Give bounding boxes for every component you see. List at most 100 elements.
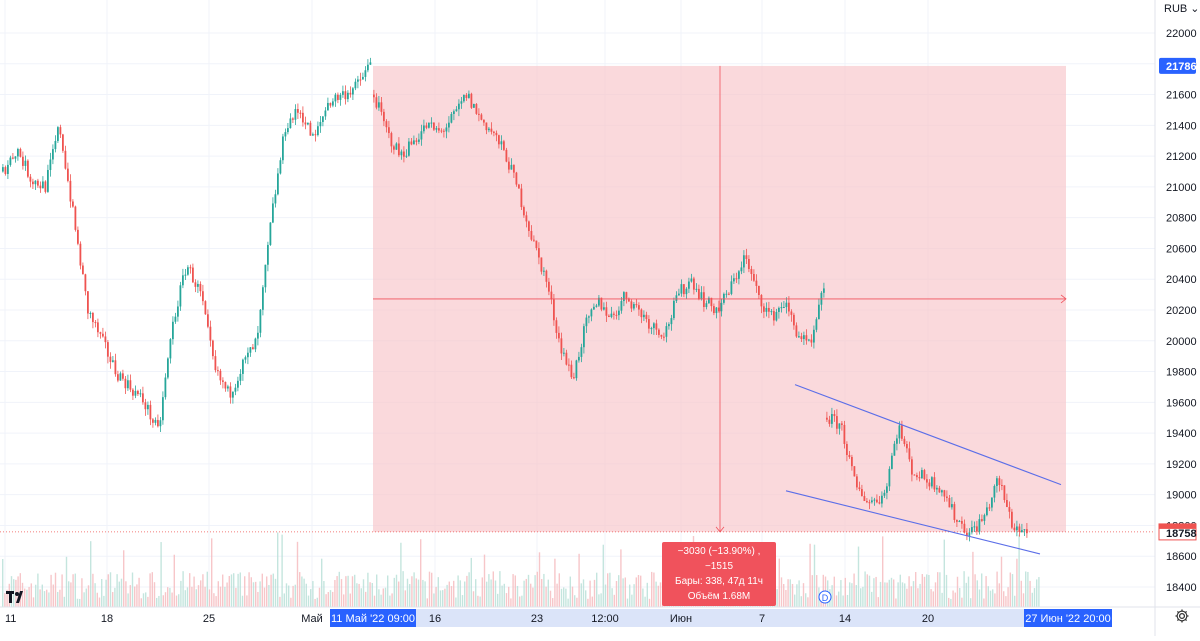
candle-body	[963, 523, 966, 533]
volume-bar	[598, 594, 600, 607]
candle-body	[595, 305, 598, 307]
candle-body	[29, 176, 32, 182]
volume-bar	[923, 576, 926, 607]
candle-body	[114, 360, 117, 375]
volume-bar	[24, 588, 26, 607]
candle-body	[450, 113, 453, 123]
candle-body	[117, 374, 119, 381]
candle-body	[42, 181, 44, 189]
volume-bar	[574, 595, 576, 607]
volume-bar	[875, 576, 877, 607]
candle-body	[89, 313, 92, 315]
candle-body	[317, 126, 319, 136]
candle-body	[390, 133, 393, 147]
volume-bar	[611, 588, 613, 607]
y-tick-label: 19400	[1166, 428, 1197, 440]
candle-body	[430, 122, 433, 124]
candle-body	[700, 292, 703, 299]
volume-bar	[937, 572, 939, 607]
candle-body	[1011, 511, 1013, 528]
candle-body	[708, 297, 710, 304]
volume-bar	[147, 596, 149, 607]
volume-bar	[250, 577, 252, 607]
volume-bar	[998, 583, 1000, 607]
candle-body	[122, 373, 124, 379]
candle-body	[538, 248, 540, 258]
candle-body	[500, 141, 503, 145]
candle-body	[823, 288, 825, 293]
volume-bar	[387, 575, 389, 607]
volume-bar	[4, 593, 6, 607]
volume-bar	[488, 574, 490, 607]
candle-body	[139, 393, 142, 395]
volume-bar	[483, 554, 486, 607]
settings-gear-icon[interactable]	[1174, 608, 1190, 624]
dividend-event-marker	[818, 590, 832, 604]
top-price-tag	[1159, 57, 1196, 74]
candle-body	[4, 167, 7, 174]
candle-body	[84, 274, 87, 292]
candle-body	[785, 302, 788, 308]
volume-bar	[560, 588, 563, 607]
volume-bar	[98, 597, 101, 607]
candle-body	[888, 468, 891, 487]
measure-volume: Объём 1.68M	[687, 591, 751, 602]
volume-bar	[369, 582, 371, 607]
volume-bar	[384, 587, 387, 607]
candle-body	[558, 332, 560, 339]
volume-bar	[989, 590, 992, 607]
candle-body	[675, 295, 678, 301]
candle-body	[299, 112, 302, 114]
volume-bar	[120, 578, 123, 607]
candle-body	[863, 496, 866, 502]
candle-body	[289, 118, 292, 129]
volume-bar	[327, 592, 329, 607]
volume-bar	[420, 539, 422, 607]
candle-body	[460, 101, 463, 104]
volume-bar	[329, 590, 332, 607]
candle-body	[257, 332, 259, 339]
volume-bar	[525, 578, 527, 607]
volume-bar	[107, 574, 109, 607]
candle-body	[555, 320, 558, 333]
candle-body	[212, 340, 214, 357]
candle-body	[262, 287, 264, 310]
candle-body	[573, 377, 575, 379]
candle-body	[568, 364, 570, 366]
candle-body	[495, 132, 498, 136]
volume-bar	[479, 596, 481, 607]
volume-bar	[103, 595, 105, 607]
candle-body	[886, 486, 888, 493]
volume-bar	[917, 588, 919, 607]
candle-body	[378, 102, 380, 108]
volume-bar	[470, 557, 472, 607]
candle-body	[349, 92, 352, 95]
volume-bar	[261, 573, 263, 607]
volume-bar	[510, 598, 512, 607]
candle-body	[107, 342, 109, 357]
candle-body	[810, 339, 813, 343]
volume-bar	[230, 574, 233, 607]
candle-body	[475, 104, 478, 114]
y-tick-label: 19600	[1166, 397, 1197, 409]
volume-bar	[655, 581, 657, 607]
volume-bar	[541, 579, 543, 607]
candle-body	[207, 314, 209, 327]
candle-body	[720, 302, 723, 312]
volume-bar	[307, 595, 310, 607]
volume-bar	[644, 596, 646, 607]
volume-bar	[492, 571, 494, 607]
volume-bar	[301, 576, 303, 607]
tradingview-logo-icon[interactable]	[6, 590, 28, 606]
volume-bar	[571, 586, 574, 607]
candle-body	[309, 122, 312, 136]
candle-body	[423, 125, 425, 132]
candle-body	[590, 309, 593, 317]
candle-body	[369, 62, 372, 65]
candle-body	[375, 97, 378, 108]
volume-bar	[978, 589, 981, 607]
candle-body	[112, 360, 114, 362]
candle-body	[252, 347, 254, 350]
